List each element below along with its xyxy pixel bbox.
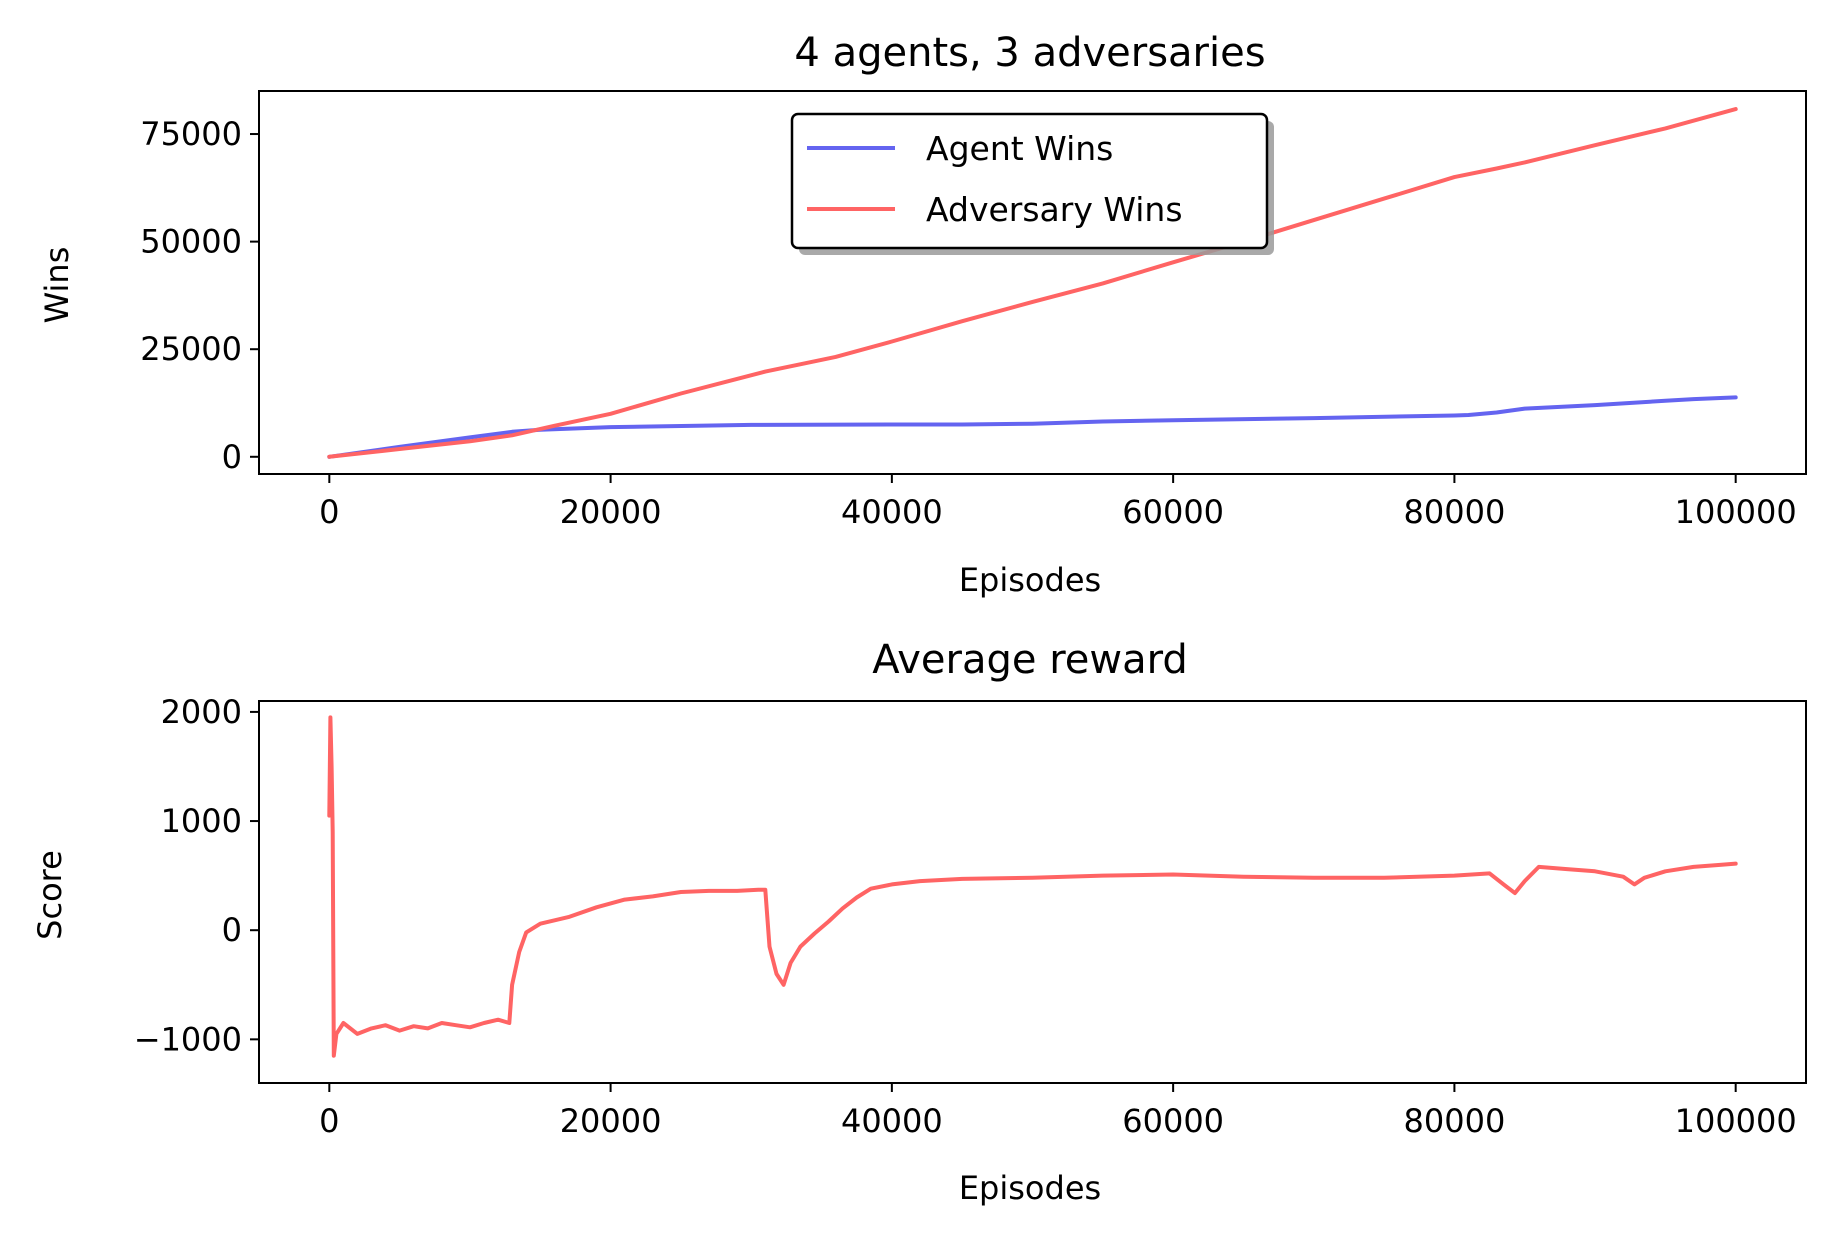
reward-x-tick-label: 100000 [1675, 1102, 1797, 1140]
wins-x-tick-label: 20000 [560, 493, 662, 531]
reward-x-tick-label: 80000 [1404, 1102, 1506, 1140]
wins-series-line-0 [327, 395, 1738, 459]
wins-x-tick-label: 60000 [1122, 493, 1224, 531]
wins-y-tick-label: 75000 [140, 115, 242, 153]
reward-series-layer [327, 715, 1738, 1058]
wins-legend: Agent Wins Adversary Wins [790, 112, 1274, 255]
wins-x-axis-label: Episodes [959, 561, 1101, 599]
wins-x-tick-label: 0 [319, 493, 339, 531]
legend-label-1: Adversary Wins [926, 190, 1183, 229]
reward-series-line-0 [327, 715, 1738, 1058]
legend-box [790, 112, 1269, 250]
wins-series-layer [327, 107, 1738, 459]
wins-chart: 4 agents, 3 adversaries 0 20000 40000 60000… [38, 30, 1807, 599]
reward-chart-title: Average reward [872, 637, 1188, 683]
wins-y-tick-label: 25000 [140, 330, 242, 368]
reward-x-tick-label: 40000 [841, 1102, 943, 1140]
wins-axis-layer: 0 20000 40000 60000 80000 100000 0 25000 50000 75… [140, 90, 1807, 531]
reward-plot-frame [258, 700, 1807, 1084]
wins-x-tick-label: 80000 [1404, 493, 1506, 531]
wins-x-tick-label: 40000 [841, 493, 943, 531]
wins-y-tick-label: 0 [222, 438, 242, 476]
wins-series-line-1 [327, 107, 1738, 459]
reward-y-axis-label: Score [31, 850, 69, 940]
reward-y-tick-label: 0 [222, 911, 242, 949]
reward-x-axis-label: Episodes [959, 1169, 1101, 1207]
reward-y-tick-label: 2000 [161, 693, 242, 731]
reward-y-tick-label: 1000 [161, 802, 242, 840]
wins-y-axis-label: Wins [38, 247, 76, 324]
wins-x-tick-label: 100000 [1675, 493, 1797, 531]
reward-axis-layer: 0 20000 40000 60000 80000 100000 −1000 0 1000 200… [134, 693, 1807, 1140]
wins-y-tick-label: 50000 [140, 223, 242, 261]
reward-x-tick-label: 60000 [1122, 1102, 1224, 1140]
wins-chart-title: 4 agents, 3 adversaries [794, 30, 1265, 76]
legend-label-0: Agent Wins [926, 129, 1113, 168]
reward-y-tick-label: −1000 [134, 1020, 242, 1058]
reward-x-tick-label: 20000 [560, 1102, 662, 1140]
wins-plot-frame [258, 90, 1807, 475]
reward-chart: Average reward 0 20000 40000 60000 80000 1000… [31, 637, 1807, 1207]
reward-x-tick-label: 0 [319, 1102, 339, 1140]
